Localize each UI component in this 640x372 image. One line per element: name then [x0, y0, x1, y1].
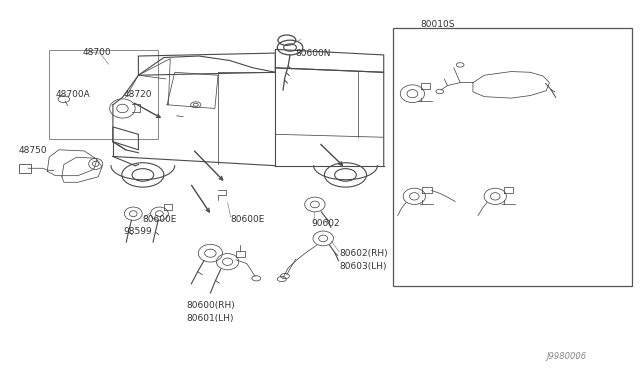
Text: 80603(LH): 80603(LH)	[339, 262, 387, 270]
Text: 48720: 48720	[124, 90, 152, 99]
Text: 80600E: 80600E	[143, 215, 177, 224]
Bar	[19, 164, 31, 173]
Text: 48750: 48750	[19, 147, 47, 155]
Text: 80602(RH): 80602(RH)	[339, 249, 388, 258]
Text: 48700: 48700	[83, 48, 111, 57]
Text: 90602: 90602	[312, 219, 340, 228]
Text: 80600N: 80600N	[296, 49, 332, 58]
Bar	[49, 50, 157, 139]
Text: 48700A: 48700A	[56, 90, 90, 99]
Text: 80600(RH): 80600(RH)	[186, 301, 235, 311]
Text: 80601(LH): 80601(LH)	[186, 314, 234, 323]
Bar	[394, 28, 632, 286]
Text: J9980006: J9980006	[546, 352, 586, 361]
Text: 80010S: 80010S	[420, 20, 455, 29]
Text: 98599: 98599	[124, 227, 152, 235]
Text: 80600E: 80600E	[231, 215, 265, 224]
